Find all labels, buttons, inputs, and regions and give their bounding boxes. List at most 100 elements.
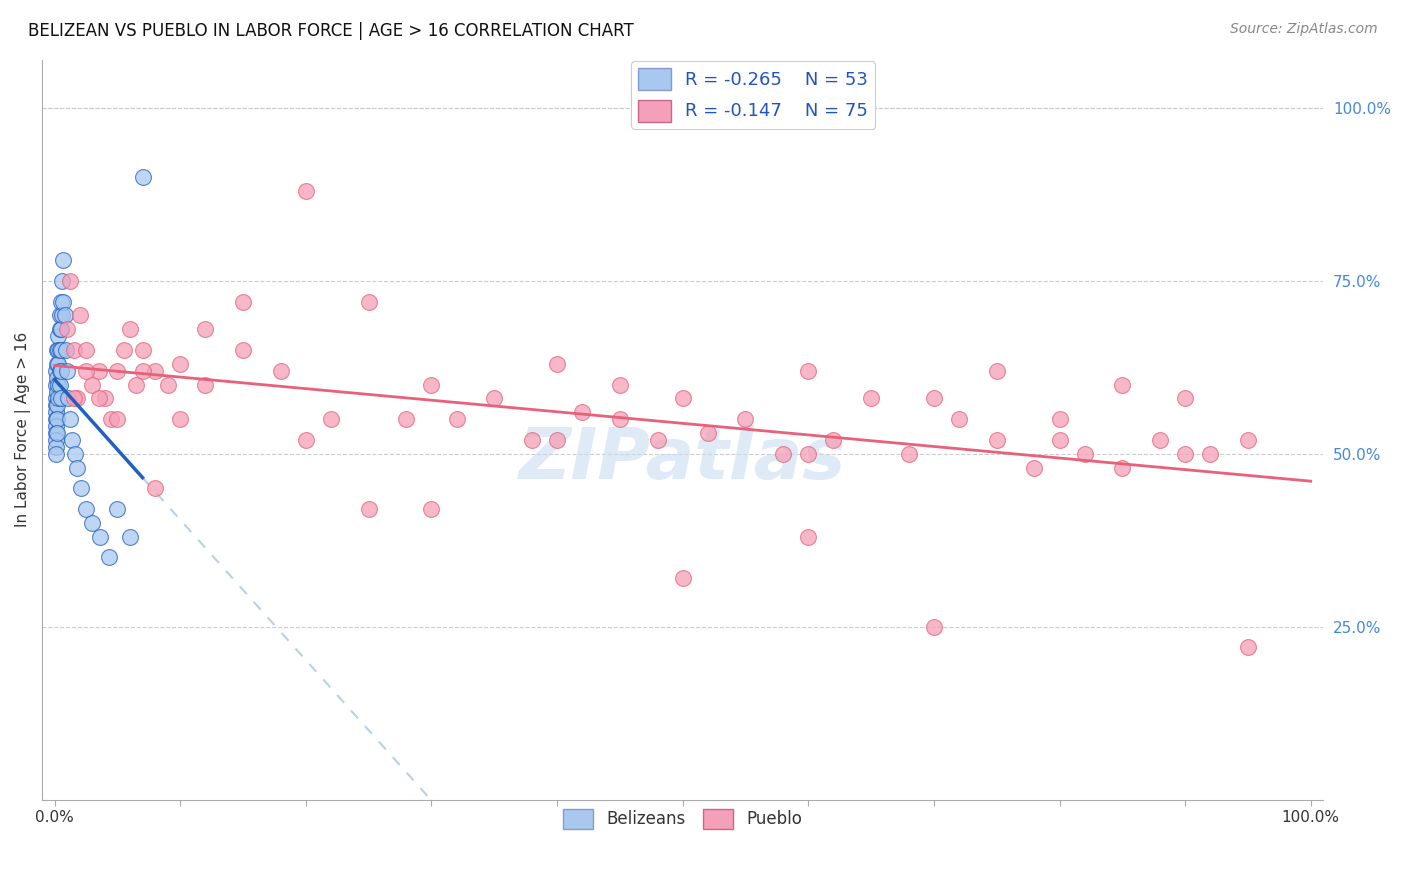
Point: [46, 412, 69, 426]
Point: [194, 322, 217, 336]
Point: [897, 447, 920, 461]
Point: [169, 412, 191, 426]
Point: [89, 530, 111, 544]
Point: [734, 412, 756, 426]
Text: BELIZEAN VS PUEBLO IN LABOR FORCE | AGE > 16 CORRELATION CHART: BELIZEAN VS PUEBLO IN LABOR FORCE | AGE …: [28, 22, 634, 40]
Point: [922, 620, 945, 634]
Point: [571, 405, 593, 419]
Point: [1237, 640, 1260, 655]
Point: [45, 412, 67, 426]
Point: [45, 398, 67, 412]
Point: [52, 253, 75, 268]
Point: [62, 343, 84, 357]
Legend: Belizeans, Pueblo: Belizeans, Pueblo: [557, 802, 808, 836]
Text: Source: ZipAtlas.com: Source: ZipAtlas.com: [1230, 22, 1378, 37]
Point: [1149, 433, 1171, 447]
Point: [1174, 392, 1197, 406]
Point: [70, 481, 93, 495]
Point: [49, 392, 72, 406]
Point: [45, 377, 67, 392]
Point: [45, 419, 67, 434]
Point: [55, 343, 77, 357]
Point: [60, 433, 83, 447]
Point: [63, 447, 86, 461]
Point: [45, 392, 67, 406]
Point: [823, 433, 845, 447]
Point: [156, 377, 179, 392]
Point: [59, 274, 82, 288]
Point: [357, 502, 380, 516]
Y-axis label: In Labor Force | Age > 16: In Labor Force | Age > 16: [15, 332, 31, 527]
Point: [609, 377, 631, 392]
Point: [87, 392, 110, 406]
Point: [62, 392, 84, 406]
Point: [49, 343, 72, 357]
Point: [48, 343, 70, 357]
Point: [1024, 460, 1046, 475]
Point: [48, 357, 70, 371]
Point: [48, 329, 70, 343]
Point: [48, 377, 70, 392]
Point: [1237, 433, 1260, 447]
Point: [49, 294, 72, 309]
Point: [295, 433, 318, 447]
Point: [66, 392, 89, 406]
Point: [672, 571, 695, 585]
Point: [1049, 433, 1071, 447]
Point: [107, 364, 129, 378]
Point: [546, 357, 568, 371]
Point: [45, 447, 67, 461]
Point: [118, 322, 141, 336]
Point: [357, 294, 380, 309]
Point: [647, 433, 669, 447]
Point: [82, 516, 104, 530]
Point: [52, 294, 75, 309]
Point: [1049, 412, 1071, 426]
Point: [546, 433, 568, 447]
Point: [48, 377, 70, 392]
Point: [319, 412, 342, 426]
Point: [49, 322, 72, 336]
Point: [420, 502, 443, 516]
Point: [107, 502, 129, 516]
Point: [1199, 447, 1222, 461]
Point: [51, 309, 73, 323]
Point: [100, 412, 122, 426]
Point: [295, 184, 318, 198]
Point: [48, 322, 70, 336]
Point: [87, 364, 110, 378]
Point: [48, 343, 70, 357]
Point: [143, 364, 166, 378]
Point: [232, 294, 254, 309]
Point: [797, 530, 820, 544]
Point: [232, 343, 254, 357]
Point: [986, 364, 1008, 378]
Point: [56, 364, 79, 378]
Point: [82, 377, 104, 392]
Point: [125, 377, 148, 392]
Point: [194, 377, 217, 392]
Point: [66, 460, 89, 475]
Point: [45, 364, 67, 378]
Point: [56, 322, 79, 336]
Point: [860, 392, 883, 406]
Point: [107, 412, 129, 426]
Point: [49, 364, 72, 378]
Point: [69, 309, 91, 323]
Point: [46, 425, 69, 440]
Point: [48, 364, 70, 378]
Point: [75, 343, 97, 357]
Point: [46, 343, 69, 357]
Point: [46, 370, 69, 384]
Point: [1073, 447, 1095, 461]
Point: [48, 392, 70, 406]
Point: [446, 412, 468, 426]
Point: [1174, 447, 1197, 461]
Point: [484, 392, 506, 406]
Point: [59, 412, 82, 426]
Point: [986, 433, 1008, 447]
Point: [797, 447, 820, 461]
Point: [51, 274, 73, 288]
Point: [772, 447, 794, 461]
Point: [46, 357, 69, 371]
